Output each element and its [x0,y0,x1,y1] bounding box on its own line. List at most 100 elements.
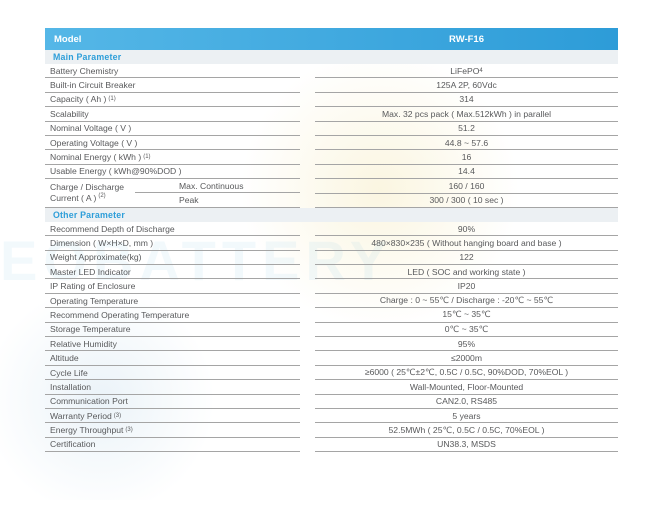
row-label-cell: Nominal Voltage ( V ) [45,122,300,136]
row-value-cell: Wall-Mounted, Floor-Mounted [315,380,618,395]
row-label: Usable Energy ( kWh@90%DOD ) [50,166,182,177]
row-label: Master LED Indicator [50,266,131,277]
row-label-cell: Dimension ( W×H×D, mm ) [45,236,300,251]
compound-label-cell: Charge / Discharge Current ( A ) (2) Max. C… [45,179,300,208]
row-label: Communication Port [50,396,128,407]
row-value: Max. 32 pcs pack ( Max.512kWh ) in paral… [381,108,552,119]
sub-row-value: 160 / 160 [315,179,618,194]
row-value-cell: ≤2000m [315,351,618,366]
section-title: Main Parameter [45,50,618,64]
row-value-cell: 51.2 [315,122,618,136]
row-value: 5 years [452,410,481,421]
row-label-line2: Current ( A ) (2) [50,193,135,204]
table-row: Warranty Period (3) 5 years [45,409,618,424]
row-label: Battery Chemistry [50,65,119,76]
row-label-cell: Built-in Circuit Breaker [45,78,300,93]
table-row: Nominal Energy ( kWh ) (1) 16 [45,150,618,165]
row-label: Certification [50,439,96,450]
row-label-cell: Certification [45,438,300,453]
row-value-cell: 125A 2P, 60Vdc [315,78,618,93]
row-value: 95% [457,338,476,349]
row-value-cell: 0℃ ~ 35℃ [315,323,618,338]
row-label-cell: Scalability [45,107,300,122]
model-column-header: Model [54,33,82,45]
row-value: LiFePO [450,65,480,76]
row-value: Wall-Mounted, Floor-Mounted [409,381,524,392]
row-label: Altitude [50,353,79,364]
row-value-cell: 122 [315,251,618,266]
row-label-cell: Battery Chemistry [45,64,300,79]
row-label: Charge / Discharge Current ( A ) (2) [45,179,135,207]
compound-values: 160 / 160 300 / 300 ( 10 sec ) [315,179,618,208]
row-value-cell: Charge : 0 ~ 55℃ / Discharge : -20℃ ~ 55… [315,294,618,309]
row-value-cell: 14.4 [315,165,618,180]
row-label-cell: Recommend Operating Temperature [45,308,300,323]
table-row: Built-in Circuit Breaker 125A 2P, 60Vdc [45,78,618,93]
row-value: 125A 2P, 60Vdc [436,80,497,91]
row-value-cell: 5 years [315,409,618,424]
footnote-marker: (2) [98,193,106,200]
table-row: Certification UN38.3, MSDS [45,438,618,453]
row-value-cell: LED ( SOC and working state ) [315,265,618,280]
row-label-cell: Relative Humidity [45,337,300,352]
compound-sublabels: Max. Continuous Peak [135,179,300,207]
row-value: Charge : 0 ~ 55℃ / Discharge : -20℃ ~ 55… [379,295,554,306]
table-row: Capacity ( Ah ) (1) 314 [45,93,618,108]
row-label: Warranty Period [50,410,112,421]
row-label-cell: Operating Temperature [45,294,300,309]
row-value-cell: LiFePO 4 [315,64,618,79]
row-label: Operating Voltage ( V ) [50,137,138,148]
table-row: Master LED Indicator LED ( SOC and workin… [45,265,618,280]
table-row: Altitude ≤2000m [45,351,618,366]
row-label: Installation [50,381,92,392]
row-value: 44.8 ~ 57.6 [444,137,489,148]
row-label: Built-in Circuit Breaker [50,80,136,91]
row-label: IP Rating of Enclosure [50,281,136,292]
sub-row-value: 300 / 300 ( 10 sec ) [315,194,618,208]
row-label: Recommend Depth of Discharge [50,223,175,234]
row-label: Operating Temperature [50,295,139,306]
row-value-cell: UN38.3, MSDS [315,438,618,453]
table-row: Energy Throughput (3) 52.5MWh ( 25℃, 0.5C … [45,423,618,438]
row-value-cell: 90% [315,222,618,237]
row-label-cell: Weight Approximate(kg) [45,251,300,266]
row-value-cell: 95% [315,337,618,352]
table-row: Nominal Voltage ( V ) 51.2 [45,122,618,136]
row-value-cell: CAN2.0, RS485 [315,395,618,409]
sub-row-label: Max. Continuous [135,179,300,194]
row-value: ≤2000m [451,353,482,364]
table-row: Communication Port CAN2.0, RS485 [45,395,618,409]
row-label-cell: Altitude [45,351,300,366]
table-row: Scalability Max. 32 pcs pack ( Max.512kWh… [45,107,618,122]
row-label: Nominal Energy ( kWh ) [50,152,142,163]
table-row: Storage Temperature 0℃ ~ 35℃ [45,323,618,338]
row-label: Relative Humidity [50,338,117,349]
row-value-cell: 15℃ ~ 35℃ [315,308,618,323]
row-label: Cycle Life [50,367,88,378]
table-row: Relative Humidity 95% [45,337,618,352]
row-value-cell: 314 [315,93,618,108]
row-label-cell: Recommend Depth of Discharge [45,222,300,237]
row-label: Weight Approximate(kg) [50,252,142,263]
row-value: 15℃ ~ 35℃ [442,309,491,320]
row-value-cell: ≥6000 ( 25℃±2℃, 0.5C / 0.5C, 90%DOD, 70%… [315,366,618,381]
row-label-cell: Usable Energy ( kWh@90%DOD ) [45,165,300,180]
row-value: 51.2 [458,123,475,134]
section-title: Other Parameter [45,207,618,222]
sub-row-label: Peak [179,194,199,205]
table-row: Cycle Life ≥6000 ( 25℃±2℃, 0.5C / 0.5C, 9… [45,366,618,381]
row-value-cell: 44.8 ~ 57.6 [315,136,618,151]
row-value: 14.4 [458,166,475,177]
row-value-cell: 16 [315,150,618,165]
row-value: 90% [457,223,476,234]
row-value: ≥6000 ( 25℃±2℃, 0.5C / 0.5C, 90%DOD, 70%… [364,367,569,378]
row-label: Nominal Voltage ( V ) [50,123,132,134]
row-label: Scalability [50,108,89,119]
row-label-cell: Energy Throughput (3) [45,423,300,438]
table-body: Main Parameter Battery Chemistry LiFePO 4 Bu… [45,50,618,453]
row-label-cell: Storage Temperature [45,323,300,338]
row-value: LED ( SOC and working state ) [407,266,526,277]
row-label-cell: Installation [45,380,300,395]
row-value: 480×830×235 ( Without hanging board and … [371,238,562,248]
row-label-line1: Charge / Discharge [50,182,125,193]
